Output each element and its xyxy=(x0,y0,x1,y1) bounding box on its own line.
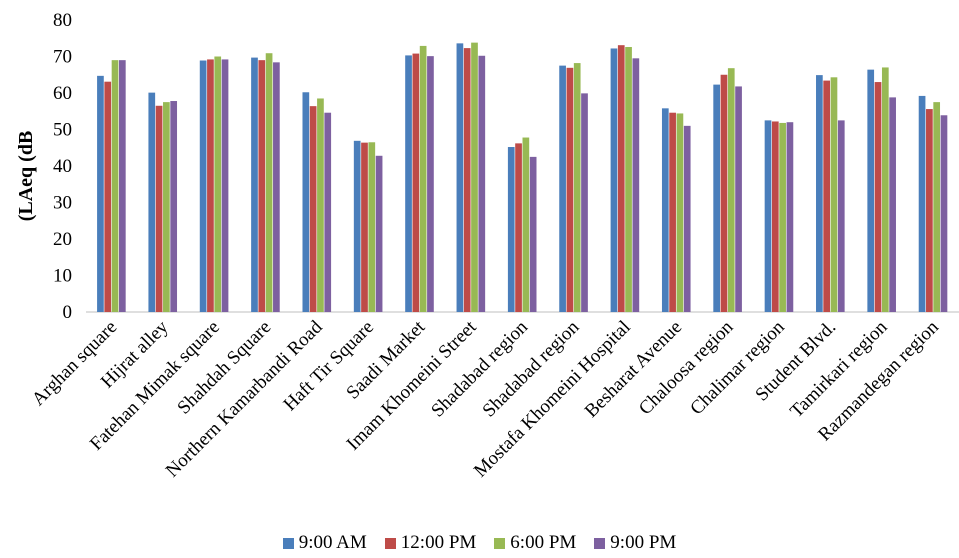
bar-9-00-pm-12 xyxy=(735,86,742,313)
y-tick-label: 60 xyxy=(53,83,72,104)
legend-item: 6:00 PM xyxy=(494,532,576,554)
bar-12-00-pm-8 xyxy=(515,143,522,312)
bar-9-00-pm-14 xyxy=(837,120,845,312)
bar-9-00-am-6 xyxy=(405,55,412,312)
y-tick-label: 30 xyxy=(53,193,72,214)
bar-9-00-pm-6 xyxy=(427,56,434,313)
bar-9-00-am-9 xyxy=(559,65,566,312)
bar-9-00-pm-2 xyxy=(221,59,229,312)
bar-9-00-pm-10 xyxy=(632,58,640,313)
bar-6-00-pm-1 xyxy=(163,102,170,312)
y-axis-title: (LAeq (dB xyxy=(15,131,37,222)
bar-9-00-am-0 xyxy=(97,75,104,312)
bar-9-00-pm-5 xyxy=(375,155,383,312)
bar-9-00-am-16 xyxy=(918,95,926,312)
bar-9-00-pm-7 xyxy=(478,55,486,313)
bar-9-00-am-14 xyxy=(816,75,823,313)
legend-label: 6:00 PM xyxy=(510,532,577,553)
bar-12-00-pm-1 xyxy=(155,105,163,313)
bar-6-00-pm-16 xyxy=(933,102,941,312)
bar-12-00-pm-6 xyxy=(412,53,420,313)
y-tick-label: 80 xyxy=(53,10,72,31)
legend-swatch xyxy=(594,537,606,549)
bar-9-00-am-13 xyxy=(764,120,772,312)
bar-9-00-am-5 xyxy=(353,140,361,312)
bar-9-00-pm-9 xyxy=(581,93,588,313)
legend-item: 9:00 AM xyxy=(282,532,367,554)
bar-12-00-pm-10 xyxy=(617,45,625,313)
x-tick-label: Haft Tir Square xyxy=(280,317,378,415)
legend-swatch xyxy=(494,537,506,549)
bar-9-00-pm-1 xyxy=(170,101,178,312)
bar-12-00-pm-0 xyxy=(104,81,112,312)
bar-6-00-pm-9 xyxy=(573,63,581,312)
bar-12-00-pm-3 xyxy=(258,60,266,313)
bar-9-00-pm-16 xyxy=(940,115,948,312)
bar-12-00-pm-2 xyxy=(207,59,214,312)
bar-9-00-am-10 xyxy=(610,48,618,312)
bar-9-00-pm-11 xyxy=(683,125,691,312)
bar-6-00-pm-0 xyxy=(111,60,119,313)
y-tick-label: 0 xyxy=(63,302,73,323)
bar-12-00-pm-4 xyxy=(309,106,317,312)
bar-chart: 0 10 20 30 40 50 60 70 80 (LAeq (dB Arghan square H… xyxy=(15,10,959,482)
bar-6-00-pm-10 xyxy=(625,47,632,312)
bar-9-00-pm-0 xyxy=(118,60,126,313)
bar-12-00-pm-13 xyxy=(771,121,779,312)
bar-9-00-pm-15 xyxy=(889,97,896,312)
legend-label: 12:00 PM xyxy=(400,532,477,553)
legend-swatch xyxy=(282,537,294,549)
bar-12-00-pm-7 xyxy=(463,48,471,312)
bar-6-00-pm-2 xyxy=(214,56,222,312)
bar-9-00-pm-13 xyxy=(786,122,794,312)
legend-swatch xyxy=(384,537,396,549)
y-tick-label: 50 xyxy=(53,120,72,141)
bar-9-00-am-7 xyxy=(456,43,464,313)
legend-item: 12:00 PM xyxy=(384,532,477,554)
bar-6-00-pm-4 xyxy=(317,98,324,312)
y-tick-label: 10 xyxy=(53,266,72,287)
bar-9-00-am-11 xyxy=(661,108,669,312)
bar-12-00-pm-12 xyxy=(720,74,728,312)
y-tick-label: 70 xyxy=(53,47,72,68)
y-tick-label: 40 xyxy=(53,156,72,177)
bar-6-00-pm-14 xyxy=(830,77,838,313)
bar-9-00-pm-4 xyxy=(324,112,332,313)
bar-9-00-am-1 xyxy=(148,92,156,312)
bar-6-00-pm-11 xyxy=(676,113,684,312)
bar-9-00-pm-3 xyxy=(273,62,280,313)
bar-12-00-pm-11 xyxy=(669,112,676,313)
bar-12-00-pm-9 xyxy=(566,67,574,312)
legend: 9:00 AM 12:00 PM 6:00 PM 9:00 PM xyxy=(0,530,959,556)
bar-9-00-am-15 xyxy=(867,69,875,312)
bar-9-00-am-4 xyxy=(302,92,310,313)
bar-6-00-pm-3 xyxy=(265,53,273,313)
bar-12-00-pm-14 xyxy=(823,80,831,312)
bar-9-00-am-2 xyxy=(199,60,207,312)
bar-12-00-pm-15 xyxy=(874,82,882,312)
bar-6-00-pm-12 xyxy=(727,68,735,313)
bar-9-00-am-8 xyxy=(507,147,515,312)
legend-label: 9:00 PM xyxy=(610,532,677,553)
bar-9-00-pm-8 xyxy=(529,156,537,312)
bar-6-00-pm-5 xyxy=(368,142,376,312)
x-tick-label: Arghan square xyxy=(28,317,121,410)
bar-6-00-pm-7 xyxy=(471,42,478,312)
bar-9-00-am-12 xyxy=(713,84,721,312)
bar-6-00-pm-13 xyxy=(779,122,786,313)
bar-9-00-am-3 xyxy=(251,57,258,312)
bar-6-00-pm-8 xyxy=(522,137,530,312)
bar-6-00-pm-15 xyxy=(881,67,889,312)
y-tick-label: 20 xyxy=(53,229,72,250)
legend-label: 9:00 AM xyxy=(298,532,367,553)
bar-12-00-pm-16 xyxy=(926,109,933,312)
legend-item: 9:00 PM xyxy=(594,532,676,554)
bar-12-00-pm-5 xyxy=(361,142,368,312)
bar-6-00-pm-6 xyxy=(419,45,427,312)
